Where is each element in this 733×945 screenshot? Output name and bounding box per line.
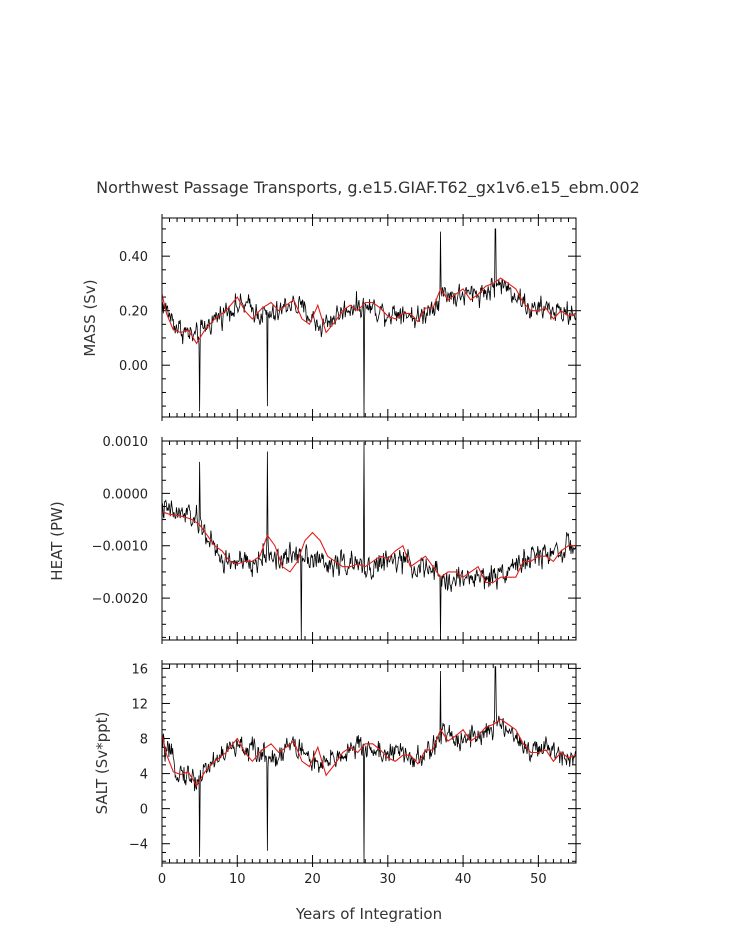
salt-y-tick-label: −4 (129, 838, 148, 853)
figure-title: Northwest Passage Transports, g.e15.GIAF… (96, 178, 640, 198)
x-tick-label: 10 (229, 872, 246, 887)
x-tick-label: 20 (304, 872, 321, 887)
mass-panel: MASS (Sv) 0.00 0.20 0.40 (81, 214, 581, 421)
heat-y-tick-label: 0.0010 (103, 435, 149, 450)
x-tick-label: 30 (380, 872, 397, 887)
mass-y-tick-label: 0.00 (119, 359, 148, 374)
salt-plot-frame (161, 663, 577, 864)
salt-y-tick-label: 8 (140, 733, 148, 748)
salt-y-tick-label: 0 (140, 803, 148, 818)
mass-plot-frame (161, 217, 577, 418)
salt-ylabel: SALT (Sv*ppt) (93, 712, 111, 815)
mass-y-tick-label: 0.20 (119, 305, 148, 320)
heat-smoothed-series (162, 511, 576, 583)
salt-y-tick-label: 4 (140, 768, 148, 783)
mass-y-tick-label: 0.40 (119, 250, 148, 265)
mass-monthly-series (162, 228, 576, 417)
mass-ylabel: MASS (Sv) (81, 279, 99, 356)
salt-y-tick-label: 16 (131, 662, 148, 677)
x-tick-label: 0 (158, 872, 166, 887)
x-axis-label: Years of Integration (295, 905, 442, 923)
heat-ylabel: HEAT (PW) (48, 501, 66, 580)
x-tick-label: 50 (530, 872, 547, 887)
heat-y-tick-label: 0.0000 (103, 487, 149, 502)
mass-smoothed-series (162, 277, 576, 345)
salt-monthly-series (162, 666, 576, 863)
heat-monthly-series (162, 441, 576, 640)
x-tick-label: 40 (455, 872, 472, 887)
heat-y-tick-label: −0.0010 (92, 540, 148, 555)
salt-panel: SALT (Sv*ppt) 0 10 20 30 40 50 −4 0 4 8 12 16 (93, 660, 581, 887)
heat-plot-frame (161, 440, 577, 641)
salt-y-tick-label: 12 (131, 697, 148, 712)
heat-y-tick-label: −0.0020 (92, 592, 148, 607)
salt-smoothed-series (162, 718, 576, 787)
heat-panel: HEAT (PW) −0.0020 −0.0010 0.0000 0.0010 (48, 435, 581, 644)
